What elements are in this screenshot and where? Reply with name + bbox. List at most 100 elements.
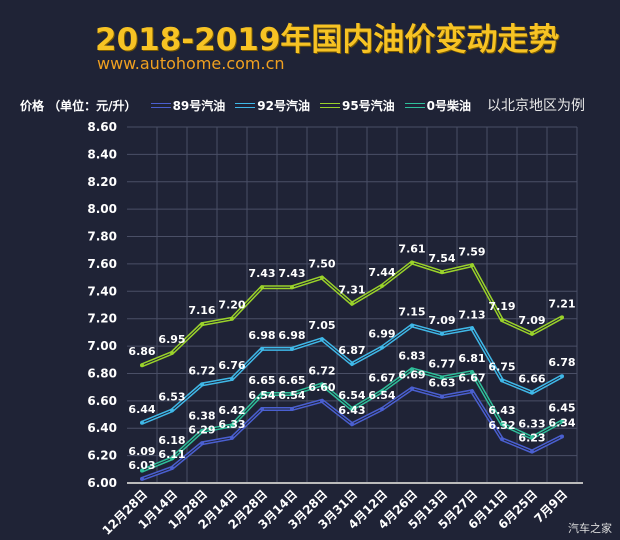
data-label: 7.54 (428, 252, 455, 265)
data-point (500, 318, 504, 323)
y-tick-label: 6.60 (87, 394, 117, 408)
data-label: 6.18 (158, 434, 185, 447)
data-point (380, 345, 384, 350)
data-point (500, 437, 504, 442)
data-point (290, 392, 294, 396)
data-point (170, 456, 174, 461)
y-tick-label: 7.40 (87, 284, 117, 298)
data-label: 6.33 (518, 418, 545, 431)
legend-item: 89号汽油 (150, 97, 226, 114)
data-point (530, 390, 534, 395)
data-label: 6.60 (308, 381, 335, 394)
data-label: 6.33 (218, 418, 245, 431)
data-point (320, 398, 324, 403)
data-label: 6.99 (368, 327, 395, 340)
legend-swatch (235, 102, 256, 108)
data-point (170, 465, 174, 470)
data-label: 6.67 (368, 371, 395, 384)
y-tick-label: 6.40 (87, 421, 117, 435)
data-point (530, 435, 534, 440)
legend-label: 95号汽油 (341, 98, 395, 113)
data-label: 7.61 (398, 243, 425, 256)
data-label: 7.43 (278, 267, 305, 280)
data-label: 6.53 (158, 390, 185, 403)
legend-swatch (404, 102, 425, 108)
data-label: 6.72 (188, 364, 215, 377)
data-label: 7.21 (548, 297, 575, 310)
data-label: 7.50 (308, 258, 335, 271)
data-point (200, 428, 204, 433)
legend-swatch (319, 102, 340, 108)
legend: 价格 （单位：元/升） 89号汽油 92号汽油 95号汽油 0号柴油 以北京地区为例 (20, 95, 585, 115)
legend-item: 0号柴油 (404, 97, 472, 114)
legend-item: 92号汽油 (235, 97, 310, 114)
data-label: 6.67 (458, 371, 485, 384)
data-label: 6.81 (458, 352, 485, 365)
data-label: 6.54 (338, 389, 365, 402)
data-label: 7.15 (398, 306, 425, 319)
data-point (410, 386, 414, 391)
data-label: 6.45 (548, 401, 575, 414)
data-label: 6.66 (518, 373, 545, 386)
data-point (440, 375, 444, 380)
legend-swatch (150, 102, 171, 108)
data-point (350, 407, 354, 412)
y-tick-label: 8.60 (87, 120, 117, 134)
data-point (200, 382, 204, 387)
data-label: 7.59 (458, 245, 485, 258)
data-label: 6.83 (398, 349, 425, 362)
data-point (440, 270, 444, 275)
data-label: 6.43 (338, 404, 365, 417)
unit-label: 价格 （单位：元/升） (20, 98, 137, 113)
data-point (290, 407, 294, 412)
data-label: 6.98 (278, 329, 305, 342)
data-label: 6.98 (248, 329, 275, 342)
data-label: 6.42 (218, 404, 245, 417)
data-point (230, 376, 234, 381)
data-point (320, 275, 324, 280)
data-point (140, 420, 144, 425)
data-label: 6.54 (368, 389, 395, 402)
data-point (560, 315, 564, 320)
data-point (410, 323, 414, 328)
data-label: 6.78 (548, 356, 575, 369)
data-label: 7.09 (428, 314, 455, 327)
data-point (440, 394, 444, 399)
chart-title: 2018-2019年国内油价变动走势 (95, 22, 560, 58)
data-point (260, 407, 264, 412)
data-point (260, 285, 264, 290)
data-label: 6.65 (248, 374, 275, 387)
data-point (290, 346, 294, 351)
data-point (320, 337, 324, 342)
legend-label: 0号柴油 (426, 98, 472, 113)
data-point (380, 407, 384, 412)
data-point (560, 434, 564, 439)
data-label: 6.54 (248, 389, 275, 402)
data-point (530, 449, 534, 454)
legend-item: 95号汽油 (319, 97, 395, 114)
data-label: 6.38 (188, 409, 215, 422)
x-tick-label: 7月9日 (531, 487, 570, 526)
data-label: 7.20 (218, 299, 245, 312)
data-label: 6.65 (278, 374, 305, 387)
y-tick-label: 8.00 (87, 202, 117, 216)
data-point (170, 350, 174, 355)
data-point (230, 435, 234, 440)
data-label: 7.43 (248, 267, 275, 280)
y-tick-label: 6.00 (87, 476, 117, 490)
watermark: 汽车之家 (568, 522, 612, 535)
data-point (200, 441, 204, 446)
data-point (470, 326, 474, 331)
data-point (350, 422, 354, 427)
data-label: 6.32 (488, 419, 515, 432)
data-point (560, 374, 564, 379)
y-tick-label: 7.20 (87, 312, 117, 326)
y-tick-label: 6.80 (87, 366, 117, 380)
data-point (140, 468, 144, 473)
data-point (140, 476, 144, 481)
data-point (170, 408, 174, 413)
data-label: 6.63 (428, 377, 455, 390)
legend-label: 89号汽油 (172, 98, 226, 113)
y-tick-label: 7.60 (87, 257, 117, 271)
